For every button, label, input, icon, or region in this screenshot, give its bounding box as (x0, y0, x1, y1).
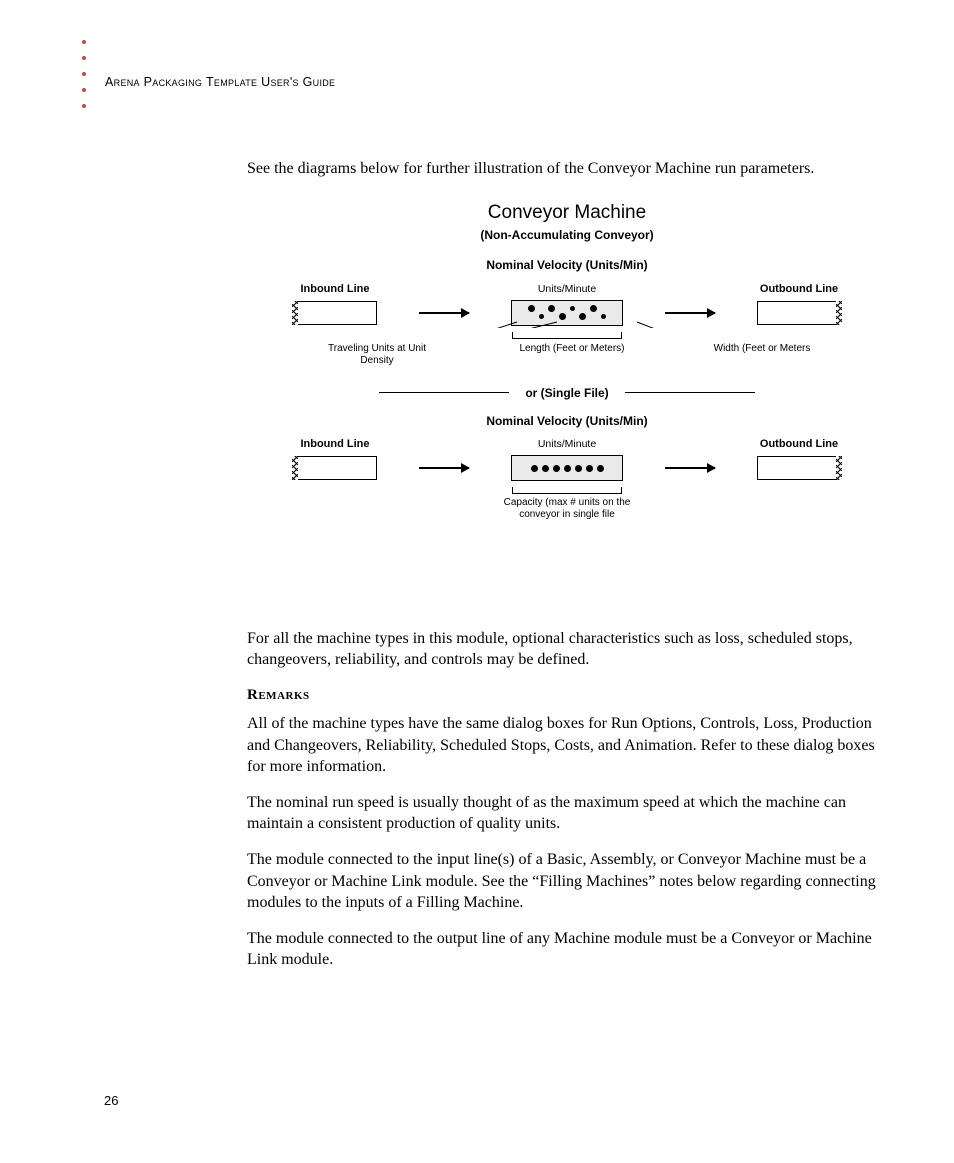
inbound-label-2: Inbound Line (295, 437, 375, 453)
page: Arena Packaging Template User's Guide Se… (0, 0, 954, 1163)
outbound-label-1: Outbound Line (759, 282, 839, 298)
arrow-icon (419, 312, 469, 314)
after-diagram-paragraph: For all the machine types in this module… (247, 628, 887, 671)
remarks-p2: The nominal run speed is usually thought… (247, 792, 887, 835)
capacity-caption: Capacity (max # units on the conveyor in… (482, 497, 652, 521)
hdr-w1a: A (105, 75, 114, 89)
or-divider: or (Single File) (287, 385, 847, 401)
conveyor-box-1 (511, 300, 623, 326)
intro-paragraph: See the diagrams below for further illus… (247, 158, 887, 180)
inbound-label-1: Inbound Line (295, 282, 375, 298)
hdr-w3a: T (206, 75, 214, 89)
or-label: or (Single File) (525, 385, 608, 401)
hdr-w2b: ackaging (152, 75, 206, 89)
running-header: Arena Packaging Template User's Guide (105, 75, 335, 89)
arrow-icon (419, 467, 469, 469)
hdr-w3b: emplate (214, 75, 261, 89)
outbound-label-2: Outbound Line (759, 437, 839, 453)
outbound-box-1 (757, 301, 839, 325)
units-minute-1: Units/Minute (512, 282, 622, 296)
inbound-box-2 (295, 456, 377, 480)
units-minute-2: Units/Minute (512, 437, 622, 451)
conveyor-diagram: Conveyor Machine (Non-Accumulating Conve… (287, 200, 847, 600)
conveyor-box-2 (511, 455, 623, 481)
hdr-w1b: rena (114, 75, 144, 89)
arrow-icon (665, 467, 715, 469)
length-caption: Length (Feet or Meters) (502, 343, 642, 367)
width-caption: Width (Feet or Meters (712, 343, 812, 367)
capacity-bracket (512, 485, 622, 494)
diagram-row-2 (287, 453, 847, 483)
page-number: 26 (104, 1093, 118, 1108)
annotations-row-1: Traveling Units at Unit Density Length (… (287, 343, 847, 367)
inbound-box-1 (295, 301, 377, 325)
diagram-row-1 (287, 298, 847, 328)
remarks-p4: The module connected to the output line … (247, 928, 887, 971)
remarks-heading: Remarks (247, 685, 887, 705)
remarks-p1: All of the machine types have the same d… (247, 713, 887, 778)
hdr-w5b: uide (313, 75, 336, 89)
remarks-h-sc: emarks (258, 687, 309, 703)
arrow-icon (665, 312, 715, 314)
nominal-label-2: Nominal Velocity (Units/Min) (287, 413, 847, 429)
hdr-w4b: ser's (270, 75, 302, 89)
nominal-label-1: Nominal Velocity (Units/Min) (287, 257, 847, 273)
remarks-h-pre: R (247, 687, 258, 703)
hdr-w5a: G (303, 75, 313, 89)
hdr-w2a: P (144, 75, 153, 89)
length-bracket (512, 330, 622, 339)
outbound-box-2 (757, 456, 839, 480)
diagram-title: Conveyor Machine (287, 200, 847, 226)
body-column: See the diagrams below for further illus… (247, 158, 887, 985)
diagram-subtitle: (Non-Accumulating Conveyor) (287, 227, 847, 243)
traveling-caption: Traveling Units at Unit Density (322, 343, 432, 367)
margin-bullets (82, 40, 86, 120)
remarks-p3: The module connected to the input line(s… (247, 849, 887, 914)
